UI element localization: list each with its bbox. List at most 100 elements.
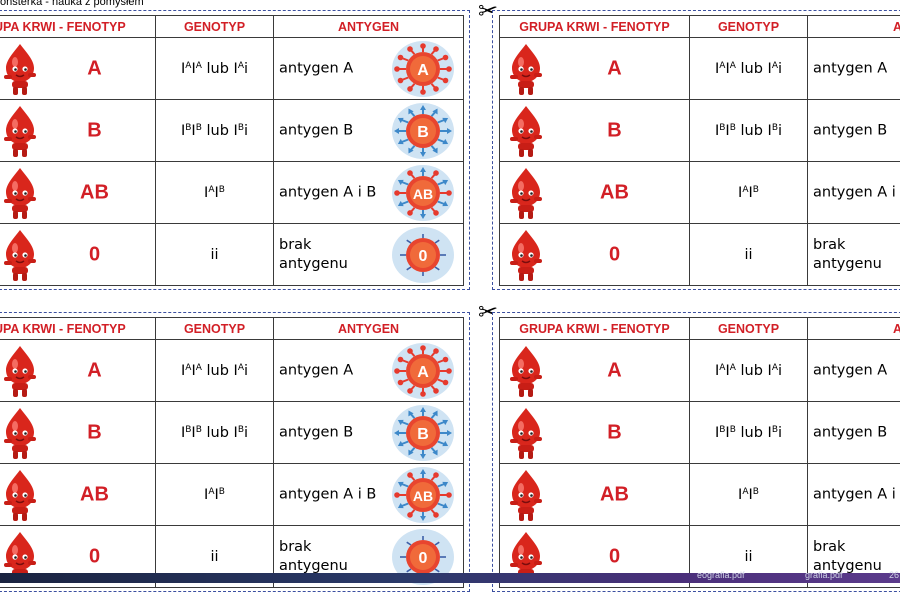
column-header-phenotype: GRUPA KRWI - FENOTYP [500,318,690,340]
column-header-genotype: GENOTYP [156,318,274,340]
phenotype-cell: B [500,100,690,162]
antigen-cell: antygen A i [808,464,900,526]
svg-text:AB: AB [413,186,433,202]
column-header-antigen: ANTY [808,318,900,340]
red-blood-cell-antigen-icon: B [391,404,455,462]
antigen-cell: antygen A [808,38,900,100]
antigen-label: antygen B [813,423,887,442]
phenotype-cell: B [500,402,690,464]
antigen-label: antygen A [813,361,887,380]
phenotype-cell: 0 [500,224,690,286]
svg-text:0: 0 [419,248,428,265]
antigen-cell: antygen A A [274,38,464,100]
antigen-label: antygen A i [813,485,896,504]
genotype-cell: IAIB [156,162,274,224]
antigen-label: antygen B [813,121,887,140]
phenotype-cell: B [0,100,156,162]
column-header-genotype: GENOTYP [156,16,274,38]
column-header-antigen: ANTYGEN [274,318,464,340]
page-header-text: onsterka - nauka z pomysłem [0,0,144,8]
column-header-phenotype: GRUPA KRWI - FENOTYP [500,16,690,38]
blood-group-label: A [540,359,689,382]
genotype-cell: IAIA lub IAi [690,340,808,402]
red-blood-cell-antigen-icon: AB [391,164,455,222]
antigen-cell: antygen A A [274,340,464,402]
file-label-left: eografia.pdf [697,570,745,580]
antigen-label: antygen B [279,121,353,140]
phenotype-cell: A [0,38,156,100]
phenotype-cell: A [500,38,690,100]
antigen-cell: antygen A i B AB [274,162,464,224]
genotype-cell: IAIA lub IAi [156,38,274,100]
blood-group-label: 0 [540,243,689,266]
red-blood-cell-antigen-icon: B [391,102,455,160]
genotype-cell: IAIB [690,162,808,224]
antigen-cell: antygen B [808,402,900,464]
taskbar-strip [0,573,900,583]
antigen-label: antygen A i [813,183,896,202]
genotype-cell: IAIB [156,464,274,526]
antigen-label: antygen A i B [279,183,376,202]
svg-text:B: B [417,124,429,141]
column-header-phenotype: UPA KRWI - FENOTYP [0,16,156,38]
column-header-phenotype: UPA KRWI - FENOTYP [0,318,156,340]
genotype-cell: IBIB lub IBi [690,402,808,464]
blood-group-label: B [540,421,689,444]
genotype-cell: ii [690,224,808,286]
antigen-label: antygen A [279,361,353,380]
genotype-cell: IBIB lub IBi [690,100,808,162]
antigen-label: brak antygenu [279,538,369,576]
red-blood-cell-antigen-icon: 0 [391,226,455,284]
antigen-cell: brak antygenu 0 [274,224,464,286]
phenotype-cell: AB [0,464,156,526]
column-header-genotype: GENOTYP [690,318,808,340]
antigen-label: antygen A [813,59,887,78]
genotype-cell: ii [156,224,274,286]
blood-group-label: AB [540,483,689,506]
genotype-cell: IBIB lub IBi [156,100,274,162]
genotype-cell: IAIA lub IAi [690,38,808,100]
phenotype-cell: AB [0,162,156,224]
page-number: 26 [889,570,899,580]
antigen-cell: antygen A [808,340,900,402]
antigen-cell: antygen B [808,100,900,162]
antigen-label: brak antygenu [279,236,369,274]
blood-group-label: A [540,57,689,80]
antigen-cell: brak antygenu [808,224,900,286]
genotype-cell: IAIA lub IAi [156,340,274,402]
red-blood-cell-antigen-icon: A [391,342,455,400]
column-header-genotype: GENOTYP [690,16,808,38]
svg-text:0: 0 [419,550,428,567]
blood-group-label: 0 [34,545,155,568]
antigen-label: antygen B [279,423,353,442]
antigen-cell: antygen B B [274,402,464,464]
genotype-cell: IAIB [690,464,808,526]
phenotype-cell: AB [500,162,690,224]
antigen-cell: antygen A i [808,162,900,224]
blood-group-label: B [34,421,155,444]
column-header-antigen: ANTY [808,16,900,38]
blood-group-label: AB [540,181,689,204]
blood-group-label: B [34,119,155,142]
